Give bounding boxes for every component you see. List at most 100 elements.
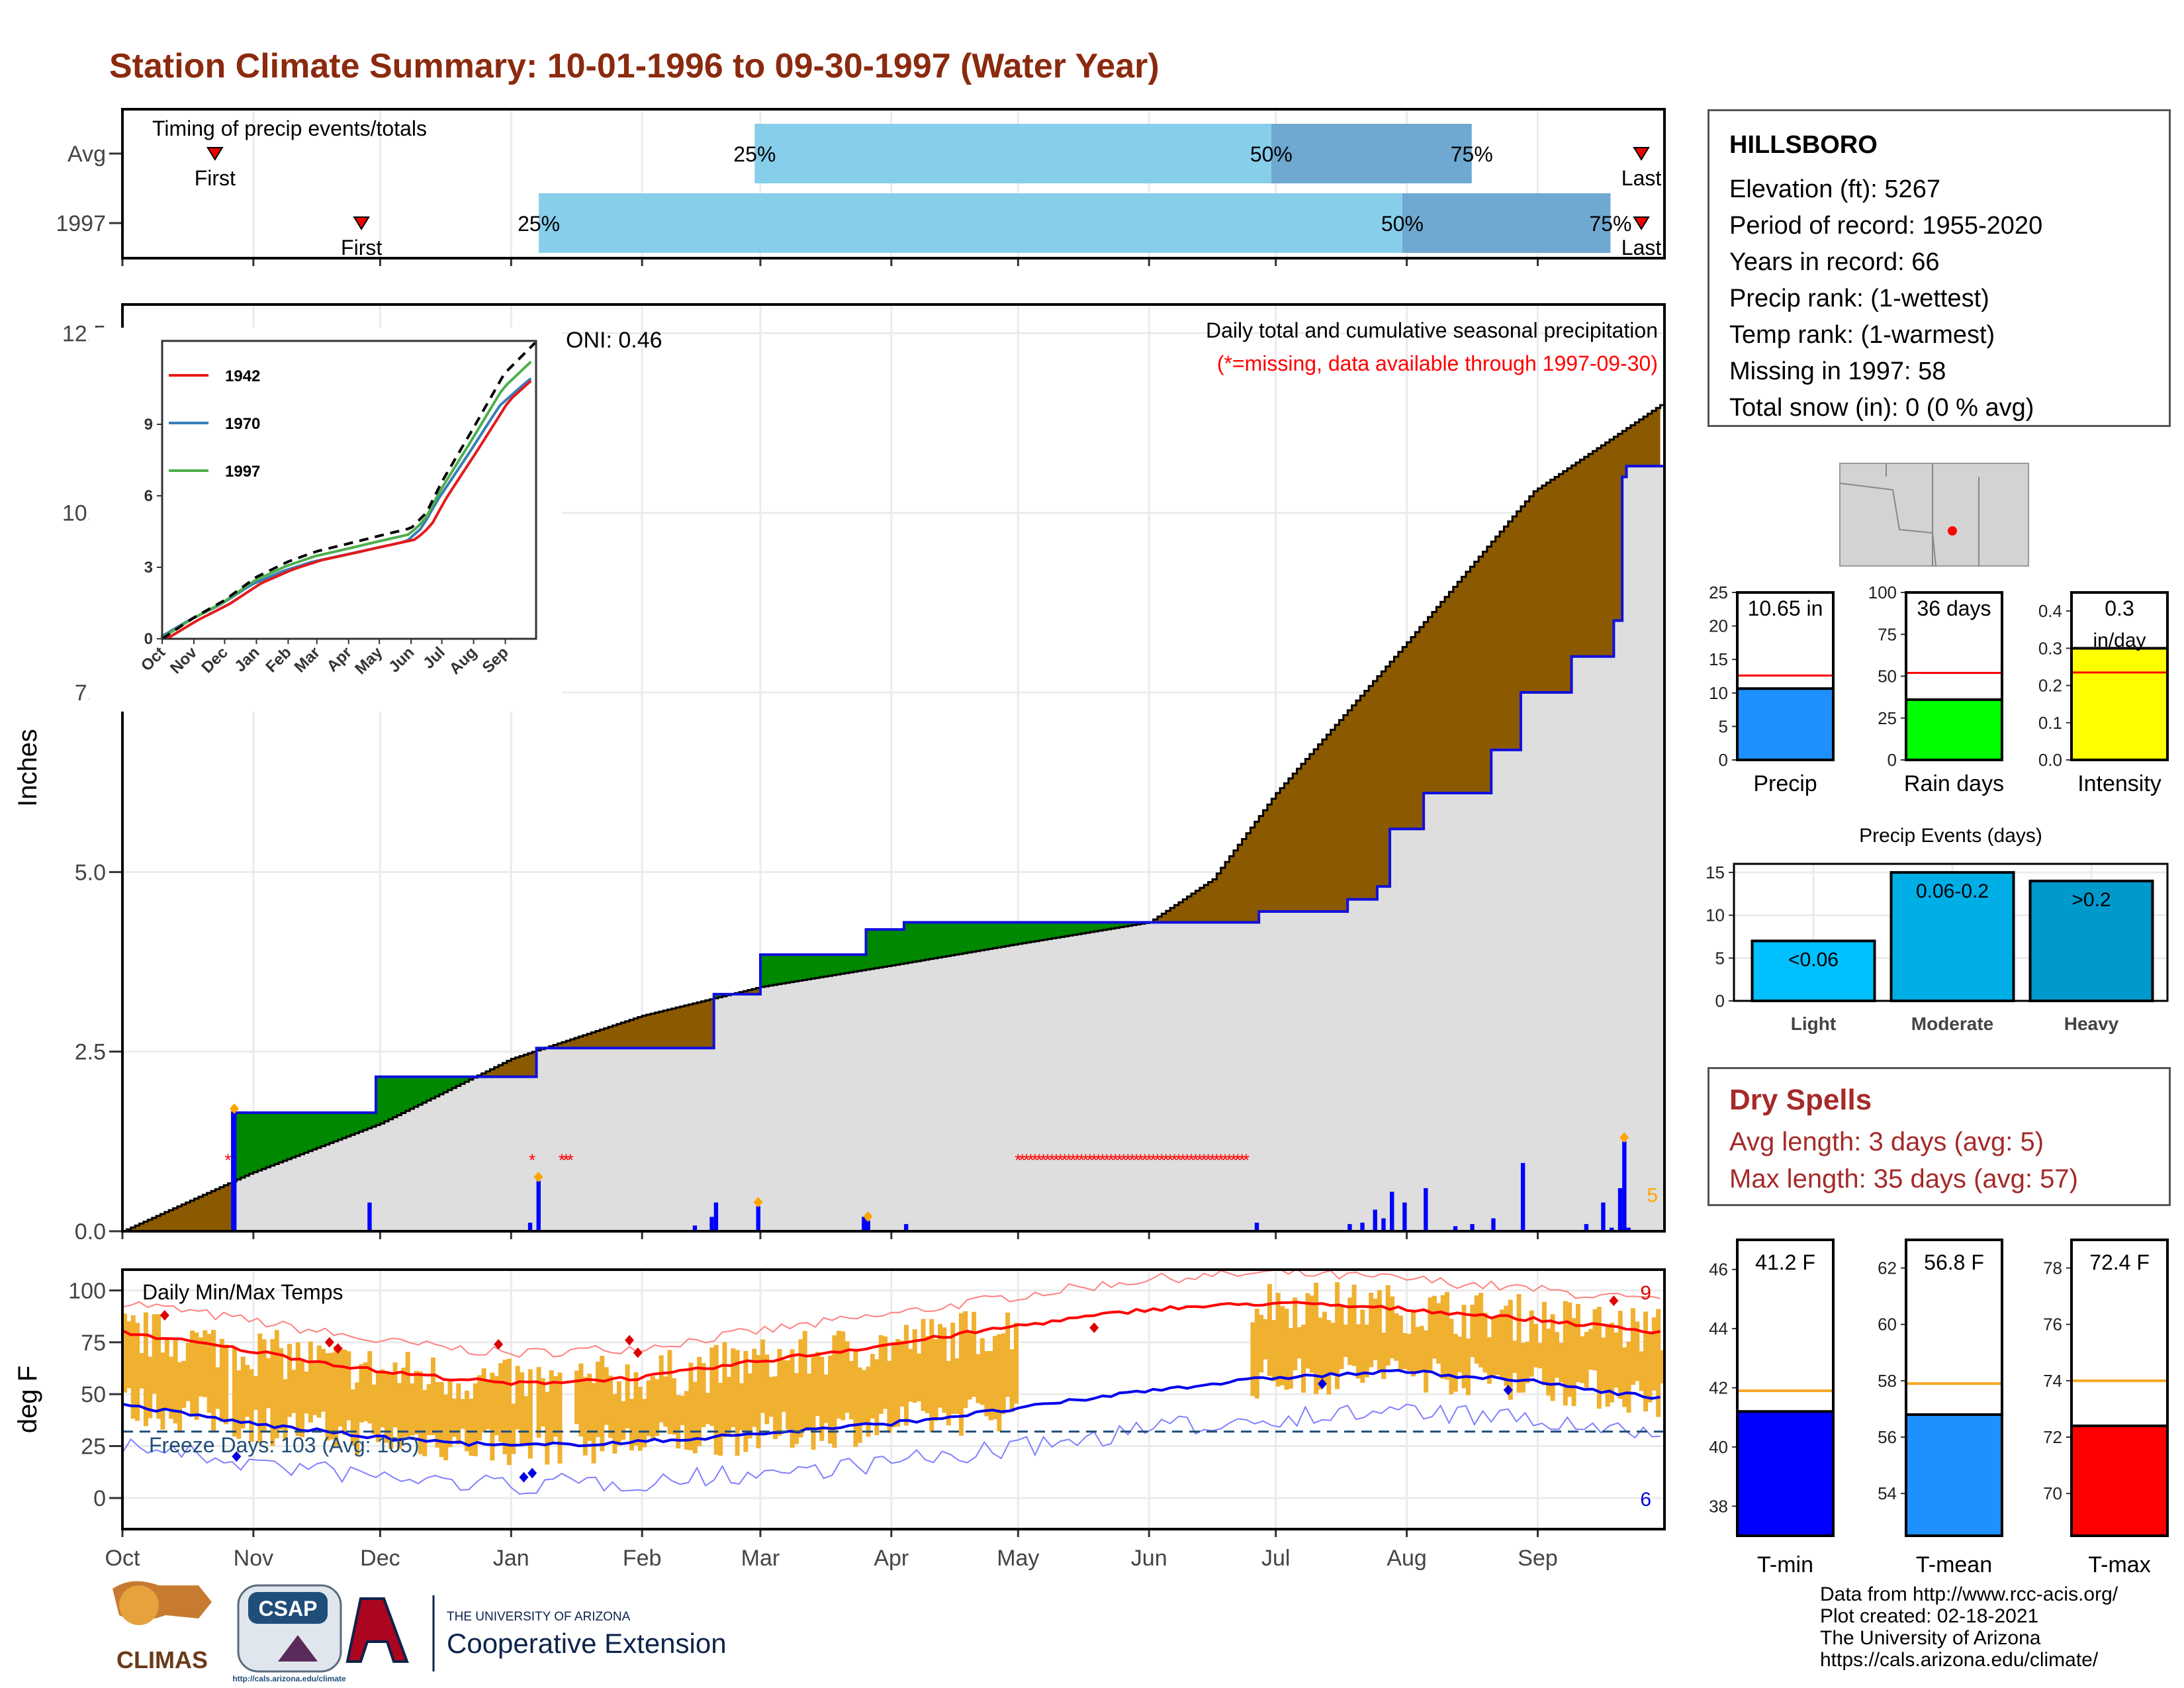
daily-temp-bar [912,1329,917,1403]
gauge-tick-label: 0.1 [2038,713,2062,733]
dry-spells-box: Dry Spells Avg length: 3 days (avg: 5) M… [1707,1067,2171,1206]
station-elevation: Elevation (ft): 5267 [1729,175,1940,203]
daily-temp-bar [1424,1330,1429,1393]
daily-temp-bar [1630,1308,1635,1385]
logos: CLIMAS CSAP http://cals.arizona.edu/climat… [113,1581,727,1683]
temp-gauges: 38 40 42 44 46 41.2 F T-min 54 56 58 60 62 56.8 F T-m… [1709,1239,2169,1577]
gauge-value-label: 10.65 in [1748,596,1823,620]
missing-marker: * [1213,1150,1220,1170]
tgauge-tick-label: 76 [2043,1315,2062,1335]
tgauge-value-bar [1736,1410,1835,1538]
daily-temp-bar [1436,1303,1441,1364]
daily-temp-bar [257,1333,263,1444]
daily-temp-bar [388,1372,394,1449]
missing-marker: * [1142,1150,1148,1170]
daily-temp-bar [798,1339,803,1438]
daily-temp-bar [777,1348,782,1436]
daily-temp-bar [1520,1342,1525,1393]
month-label: Mar [741,1546,780,1571]
daily-precip-bar [1610,1227,1614,1231]
daily-temp-bar [392,1362,398,1428]
station-missing: Missing in 1997: 58 [1729,357,1946,385]
tgauge-value-label: 72.4 F [2089,1250,2150,1274]
daily-temp-bar [122,1313,127,1393]
timing-p25-label: 25% [733,142,776,166]
record-low-marker [1503,1384,1513,1395]
inset-legend-label: 1970 [225,415,260,433]
ua-logo-a [345,1597,409,1663]
daily-temp-bar [836,1331,841,1419]
daily-temp-bar [1339,1305,1344,1370]
daily-temp-bar [502,1360,508,1454]
record-high-marker [324,1336,334,1348]
climas-logo-text: CLIMAS [116,1646,208,1673]
daily-temp-bar [642,1399,647,1448]
tgauge-tick-label: 38 [1709,1496,1728,1516]
timing-p50-label: 50% [1250,142,1293,166]
daily-temp-bar [396,1383,402,1450]
station-period: Period of record: 1955-2020 [1729,212,2043,240]
missing-marker: * [1095,1150,1102,1170]
missing-marker: * [1146,1150,1152,1170]
station-snow: Total snow (in): 0 (0 % avg) [1729,394,2034,422]
missing-marker: * [1209,1150,1216,1170]
daily-temp-bar [811,1354,816,1450]
daily-temp-bar [1415,1327,1420,1372]
corner-count: 5 [1647,1185,1658,1207]
daily-temp-bar [1288,1328,1293,1389]
climas-logo-sun [119,1585,159,1625]
daily-temp-bar [266,1358,271,1409]
missing-marker: * [1163,1150,1169,1170]
daily-temp-bar [684,1391,689,1450]
daily-temp-bar [1643,1311,1649,1412]
location-map [1839,463,2029,567]
daily-temp-bar [828,1355,833,1444]
missing-marker: * [1129,1150,1136,1170]
daily-temp-bar [465,1390,470,1452]
daily-temp-bar [498,1363,504,1442]
inset-frame [161,340,537,640]
missing-marker: * [1243,1150,1250,1170]
daily-temp-bar [781,1360,786,1412]
missing-marker: * [1112,1150,1118,1170]
daily-temp-bar [1461,1305,1467,1389]
missing-marker: * [225,1150,232,1170]
events-tick-label: 10 [1706,906,1725,925]
ua-logo-small-text: THE UNIVERSITY OF ARIZONA [447,1610,631,1624]
daily-temp-bar [130,1315,136,1419]
record-high-marker [333,1343,343,1354]
temp-frame [121,1268,1666,1530]
daily-temp-bar [460,1399,465,1429]
daily-temp-bar [443,1394,449,1461]
daily-precip-bar [903,1224,909,1231]
daily-temp-bar [549,1370,554,1444]
daily-temp-bar [143,1312,148,1427]
missing-marker: * [1087,1150,1093,1170]
event-category-label: Light [1791,1013,1836,1034]
missing-marker: * [1040,1150,1047,1170]
daily-precip-bar [862,1217,866,1231]
precip-missing-note: (*=missing, data available through 1997-… [1217,352,1658,375]
daily-precip-bar [1424,1188,1428,1231]
temp-panel-label: Daily Min/Max Temps [142,1280,343,1304]
daily-temp-bar [950,1323,956,1415]
daily-temp-bar [739,1383,744,1430]
event-marker [229,1103,239,1114]
daily-precip-bar [367,1202,372,1231]
tgauge-tick-label: 44 [1709,1319,1728,1338]
daily-temp-bar [752,1348,757,1427]
daily-temp-bar [1356,1324,1361,1379]
daily-temp-bar [527,1369,533,1459]
daily-temp-bar [1373,1298,1378,1360]
daily-temp-bar [967,1331,972,1400]
footer-line: https://cals.arizona.edu/climate/ [1820,1649,2099,1671]
gauge-tick-label: 25 [1878,708,1897,728]
daily-temp-bar [1588,1329,1594,1370]
daily-temp-bar [786,1360,791,1430]
daily-temp-bar [1525,1341,1530,1383]
tgauge-tick-label: 78 [2043,1258,2062,1278]
month-label: Aug [1387,1546,1427,1571]
missing-marker: * [1124,1150,1131,1170]
daily-precip-bar [709,1217,714,1231]
tgauge-value-label: 56.8 F [1924,1250,1984,1274]
